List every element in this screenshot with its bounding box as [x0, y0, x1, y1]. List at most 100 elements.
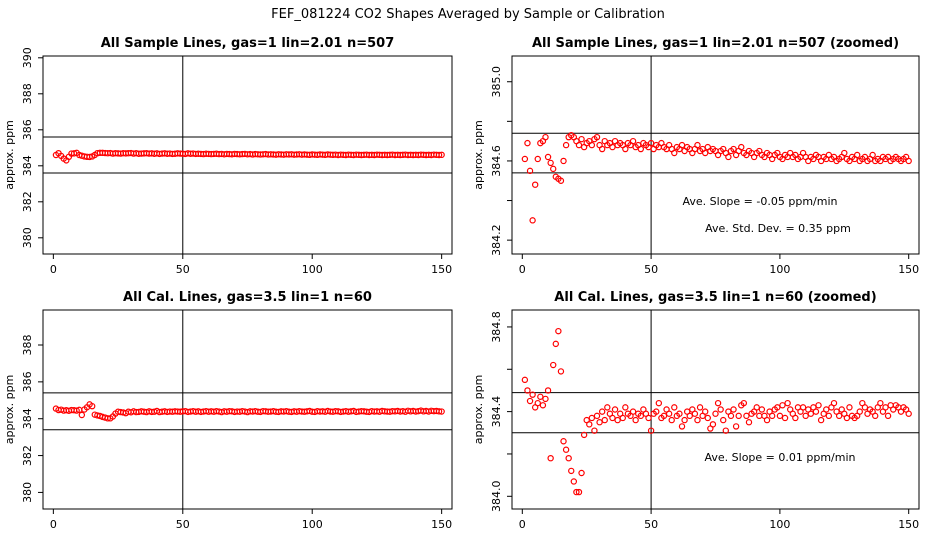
- cal-lines-zoomed-data-point: [678, 423, 686, 430]
- cal-lines-zoomed-data-point: [681, 416, 688, 424]
- cal-lines-zoomed-data-point: [758, 406, 766, 413]
- cal-lines-data-point: [438, 408, 445, 415]
- sample-lines-zoomed-data-point: [588, 141, 596, 149]
- cal-lines-zoomed-data-point: [550, 361, 557, 369]
- cal-lines-zoomed-data-point: [542, 395, 549, 403]
- sample-lines-zoomed-data-point: [622, 145, 629, 153]
- cal-lines-zoomed-data-point: [701, 408, 709, 415]
- cal-lines-zoomed-data-point: [781, 414, 789, 422]
- cal-lines-zoomed-data-point: [614, 416, 621, 424]
- cal-lines-zoomed-data-point: [598, 408, 606, 415]
- cal-lines-zoomed-data-point: [825, 412, 833, 420]
- cal-lines-ylabel: approx. ppm: [3, 375, 16, 445]
- cal-lines-zoomed-data-point: [645, 414, 652, 422]
- sample-lines-zoomed-data-point: [869, 151, 876, 159]
- sample-lines-zoomed-data-point: [544, 153, 552, 161]
- cal-lines-zoomed-data-point: [557, 368, 565, 375]
- cal-lines-zoomed-data-point: [521, 376, 529, 384]
- sample-lines-ytick-label-0: 380: [21, 227, 34, 248]
- sample-lines-zoomed-data-point: [550, 165, 557, 173]
- sample-lines-zoomed-title: All Sample Lines, gas=1 lin=2.01 n=507 (…: [532, 36, 899, 51]
- sample-lines-ytick-label-1: 382: [21, 191, 34, 212]
- sample-lines-zoomed-ytick-label-1: 384.6: [490, 145, 503, 177]
- cal-lines-zoomed-data-point: [596, 419, 603, 426]
- cal-lines-zoomed-plot-frame: [511, 309, 920, 510]
- sample-lines-zoomed-data-point: [678, 141, 686, 149]
- cal-lines-zoomed-data-point: [768, 412, 776, 420]
- cal-lines-zoomed-data-point: [722, 427, 730, 434]
- cal-lines-zoomed-data-point: [573, 488, 580, 496]
- sample-lines-zoomed-xtick-label-3: 150: [898, 263, 919, 276]
- sample-lines-zoomed-data-point: [524, 139, 531, 147]
- cal-lines-zoomed-ylabel: approx. ppm: [472, 375, 485, 445]
- sample-lines-zoomed-plot-frame: [511, 55, 920, 255]
- cal-lines-zoomed-data-point: [604, 404, 611, 411]
- cal-lines-zoomed-data-point: [655, 399, 663, 407]
- cal-lines-zoomed-data-point: [539, 402, 547, 409]
- sample-lines-zoomed-data-point: [562, 141, 570, 149]
- cal-lines-ytick-label-0: 380: [21, 482, 34, 503]
- cal-lines-zoomed-data-point: [905, 410, 912, 417]
- cal-lines-zoomed-data-point: [526, 397, 534, 405]
- sample-lines-data-point: [86, 153, 93, 161]
- cal-lines-zoomed-ytick-label-1: 384.4: [490, 396, 503, 428]
- cal-lines-zoomed-data-point: [714, 399, 722, 407]
- cal-lines-zoomed-data-point: [830, 399, 838, 407]
- sample-lines-zoomed-ytick-label-0: 384.2: [490, 224, 503, 256]
- sample-lines-zoomed-data-point: [598, 145, 606, 153]
- sample-lines-zoomed-data-point: [730, 145, 737, 153]
- cal-lines-zoomed-ytick-label-0: 384.0: [490, 481, 503, 512]
- sample-lines-plot-frame: [42, 55, 453, 255]
- cal-lines-zoomed-data-point: [812, 408, 820, 415]
- cal-lines-zoomed-data-point: [660, 412, 668, 420]
- sample-lines-zoomed-ylabel: approx. ppm: [472, 120, 485, 190]
- cal-lines-zoomed-data-point: [743, 412, 750, 420]
- sample-lines-zoomed-data-point: [547, 159, 554, 167]
- cal-lines-zoomed-data-point: [575, 488, 583, 496]
- cal-lines-zoomed-data-point: [547, 454, 554, 462]
- cal-lines-zoomed-data-point: [534, 399, 541, 407]
- sample-lines-data-point: [438, 151, 445, 159]
- sample-lines-ytick-label-2: 384: [21, 155, 34, 176]
- cal-lines-zoomed-data-point: [735, 412, 742, 420]
- cal-lines-zoomed-data-point: [730, 406, 737, 413]
- sample-lines-zoomed-annotation-0: Ave. Slope = -0.05 ppm/min: [683, 195, 838, 208]
- cal-lines-zoomed-data-point: [753, 404, 760, 411]
- sample-lines-zoomed-data-point: [841, 149, 848, 157]
- cal-lines-zoomed-data-point: [668, 416, 675, 424]
- sample-lines-zoomed-data-point: [557, 177, 565, 184]
- sample-lines-title: All Sample Lines, gas=1 lin=2.01 n=507: [101, 36, 395, 51]
- cal-lines-zoomed-data-point: [823, 406, 830, 413]
- cal-lines-zoomed-data-point: [846, 404, 853, 411]
- sample-lines-zoomed-data-point: [609, 143, 616, 151]
- cal-lines-zoomed-data-point: [676, 410, 683, 417]
- sample-lines-zoomed-data-point: [738, 143, 745, 151]
- sample-lines-zoomed-data-point: [637, 145, 644, 153]
- cal-lines-zoomed-data-point: [591, 427, 598, 434]
- panel-cal-lines: All Cal. Lines, gas=3.5 lin=1 n=60 0 50 100…: [3, 290, 453, 531]
- cal-lines-zoomed-data-point: [815, 402, 822, 409]
- cal-lines-zoomed-data-point: [529, 391, 536, 398]
- cal-lines-zoomed-data-point: [732, 423, 740, 430]
- sample-lines-zoomed-data-point: [578, 135, 585, 143]
- sample-lines-ytick-label-3: 386: [21, 119, 34, 140]
- sample-lines-zoomed-data-point: [629, 137, 637, 145]
- cal-lines-zoomed-data-point: [580, 431, 588, 439]
- cal-lines-data-point: [435, 408, 443, 415]
- cal-lines-zoomed-data-point: [807, 410, 815, 417]
- cal-lines-zoomed-xtick-label-0: 0: [519, 518, 526, 531]
- cal-lines-zoomed-data-point: [552, 340, 559, 348]
- cal-lines-zoomed-data-point: [856, 408, 863, 415]
- sample-lines-zoomed-xtick-label-1: 50: [644, 263, 658, 276]
- cal-lines-zoomed-data-point: [524, 387, 531, 394]
- cal-lines-zoomed-data-point: [843, 414, 851, 422]
- cal-lines-zoomed-data-point: [653, 408, 660, 415]
- cal-lines-zoomed-data-point: [835, 412, 843, 420]
- cal-lines-zoomed-data-point: [712, 410, 719, 417]
- cal-lines-zoomed-data-point: [611, 406, 619, 413]
- cal-lines-ytick-label-2: 384: [21, 408, 34, 429]
- cal-lines-zoomed-data-point: [779, 402, 786, 409]
- cal-lines-zoomed-data-point: [586, 421, 593, 428]
- cal-lines-xtick-label-0: 0: [50, 518, 57, 531]
- cal-lines-xtick-label-2: 100: [302, 518, 323, 531]
